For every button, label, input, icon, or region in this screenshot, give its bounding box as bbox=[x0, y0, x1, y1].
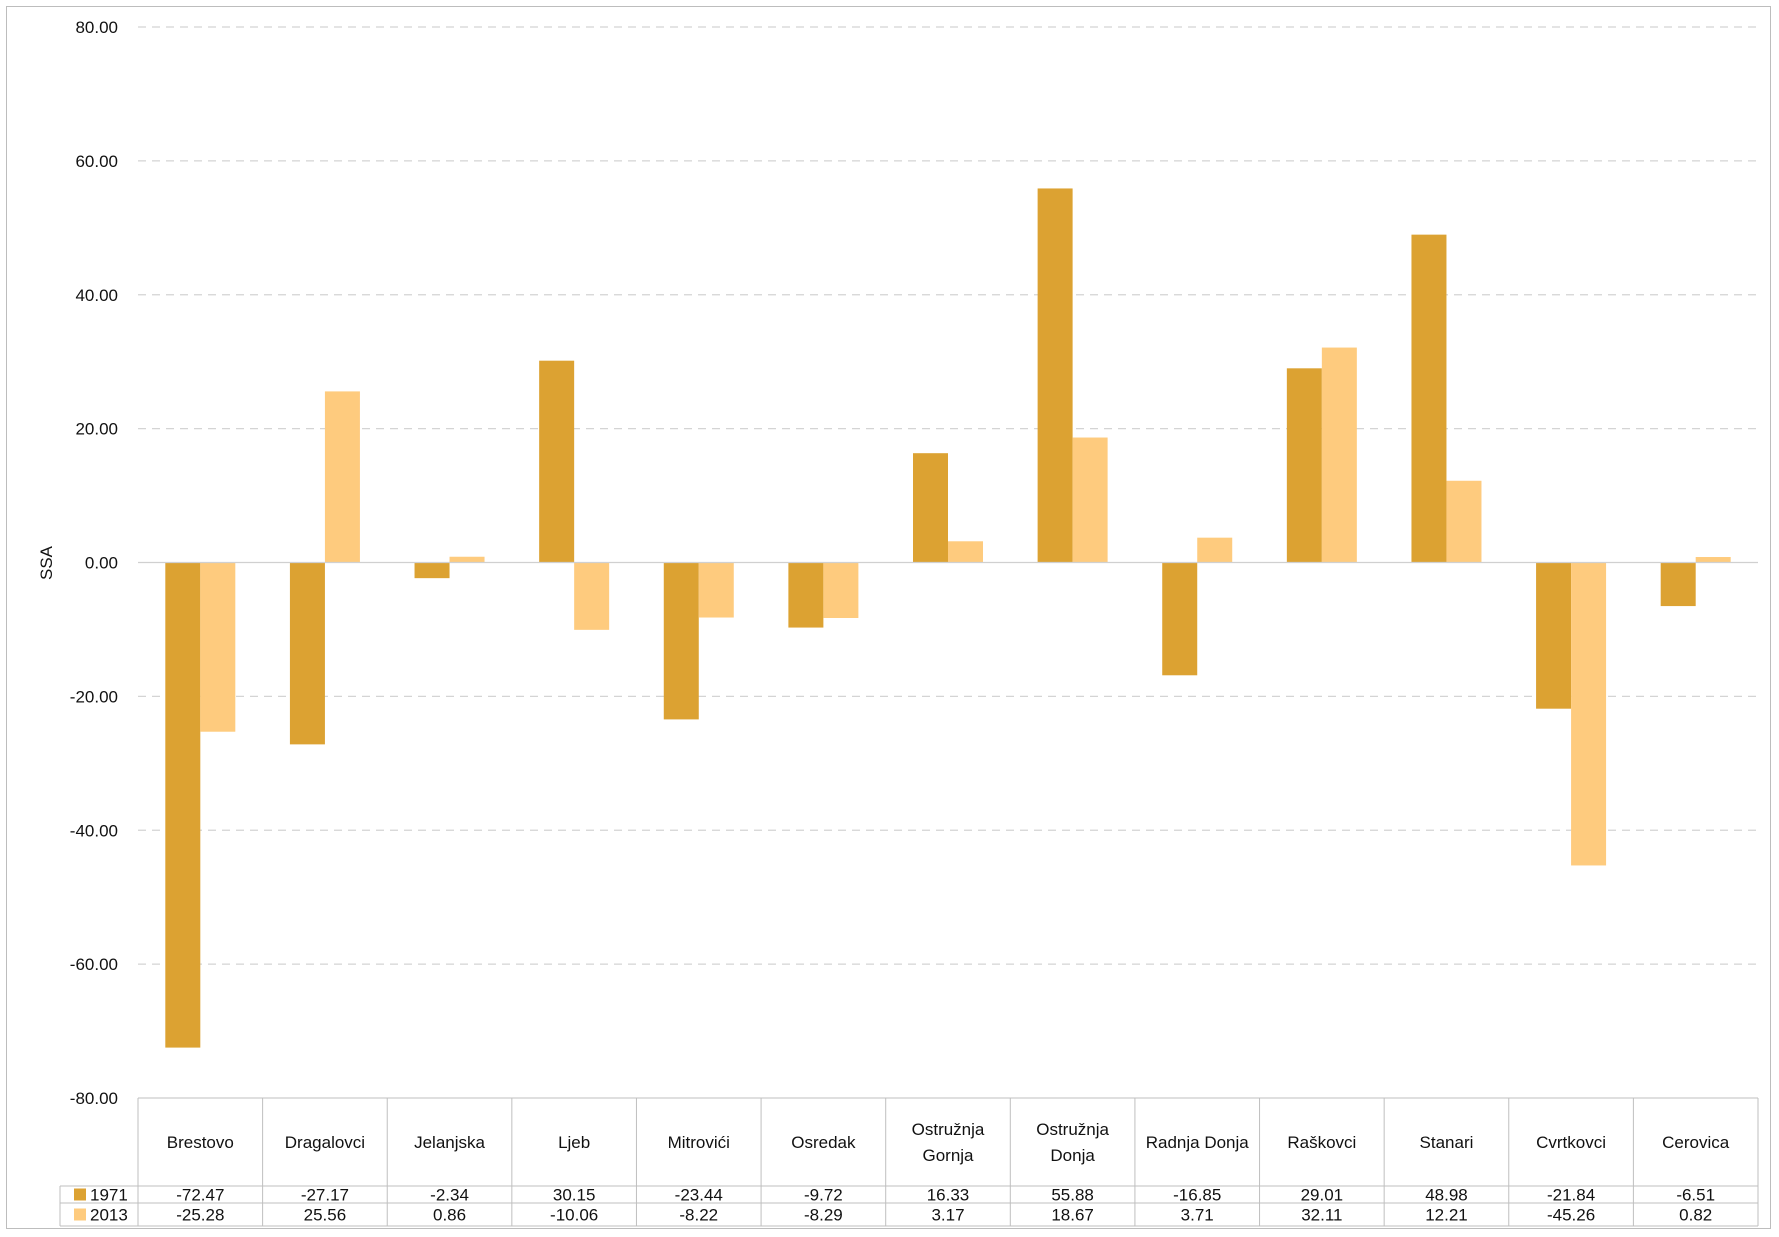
category-label: Gornja bbox=[922, 1146, 974, 1165]
data-label: 55.88 bbox=[1051, 1186, 1094, 1205]
data-label: -9.72 bbox=[804, 1186, 843, 1205]
data-label: -25.28 bbox=[176, 1206, 224, 1225]
data-label: -2.34 bbox=[430, 1186, 469, 1205]
data-label: 30.15 bbox=[553, 1186, 596, 1205]
bar-2013-1 bbox=[324, 391, 360, 563]
bar-1971-0 bbox=[165, 562, 201, 1048]
y-tick-label: 20.00 bbox=[75, 420, 118, 439]
bar-1971-3 bbox=[539, 360, 575, 563]
bar-2013-0 bbox=[200, 562, 236, 732]
bar-2013-7 bbox=[1072, 437, 1108, 563]
data-label: 0.82 bbox=[1679, 1206, 1712, 1225]
bar-2013-11 bbox=[1571, 562, 1607, 866]
data-label: 29.01 bbox=[1301, 1186, 1344, 1205]
data-label: -8.29 bbox=[804, 1206, 843, 1225]
data-label: -21.84 bbox=[1547, 1186, 1595, 1205]
data-label: -72.47 bbox=[176, 1186, 224, 1205]
category-label: Ostružnja bbox=[1036, 1120, 1109, 1139]
data-label: 25.56 bbox=[304, 1206, 347, 1225]
y-tick-label: 40.00 bbox=[75, 286, 118, 305]
category-label: Osredak bbox=[791, 1133, 856, 1152]
bar-1971-12 bbox=[1660, 562, 1696, 607]
data-label: 16.33 bbox=[927, 1186, 970, 1205]
bar-1971-9 bbox=[1286, 368, 1322, 563]
y-tick-label: 0.00 bbox=[85, 554, 118, 573]
category-label: Stanari bbox=[1420, 1133, 1474, 1152]
data-label: 12.21 bbox=[1425, 1206, 1468, 1225]
legend-label: 1971 bbox=[90, 1186, 128, 1205]
y-tick-label: 80.00 bbox=[75, 18, 118, 37]
bar-1971-7 bbox=[1037, 188, 1073, 563]
y-tick-label: -20.00 bbox=[70, 687, 118, 706]
bar-1971-5 bbox=[788, 562, 824, 628]
bar-2013-12 bbox=[1695, 557, 1731, 563]
bar-1971-10 bbox=[1411, 234, 1447, 563]
bar-1971-4 bbox=[663, 562, 699, 720]
category-label: Brestovo bbox=[167, 1133, 234, 1152]
bar-1971-11 bbox=[1536, 562, 1572, 709]
category-label: Ostružnja bbox=[912, 1120, 985, 1139]
y-tick-label: -60.00 bbox=[70, 955, 118, 974]
data-label: -16.85 bbox=[1173, 1186, 1221, 1205]
data-label: -10.06 bbox=[550, 1206, 598, 1225]
bar-2013-3 bbox=[574, 562, 610, 630]
y-tick-label: -80.00 bbox=[70, 1089, 118, 1108]
data-label: -8.22 bbox=[679, 1206, 718, 1225]
category-label: Jelanjska bbox=[414, 1133, 485, 1152]
chart-frame bbox=[6, 6, 1771, 1229]
legend-swatch bbox=[74, 1208, 86, 1221]
bar-2013-5 bbox=[823, 562, 859, 618]
bar-2013-8 bbox=[1197, 537, 1233, 563]
bar-1971-6 bbox=[913, 453, 948, 563]
data-label: 32.11 bbox=[1301, 1206, 1342, 1225]
bar-2013-10 bbox=[1446, 480, 1482, 563]
category-label: Dragalovci bbox=[285, 1133, 365, 1152]
data-label: -27.17 bbox=[301, 1186, 349, 1205]
y-tick-label: -40.00 bbox=[70, 821, 118, 840]
category-label: Radnja Donja bbox=[1146, 1133, 1250, 1152]
bar-2013-2 bbox=[449, 556, 485, 563]
data-label: 0.86 bbox=[433, 1206, 466, 1225]
data-label: -6.51 bbox=[1676, 1186, 1715, 1205]
bar-2013-6 bbox=[948, 541, 983, 563]
data-label: 3.71 bbox=[1181, 1206, 1214, 1225]
category-label: Cerovica bbox=[1662, 1133, 1730, 1152]
data-label: -23.44 bbox=[675, 1186, 723, 1205]
category-label: Donja bbox=[1050, 1146, 1095, 1165]
data-label: 3.17 bbox=[931, 1206, 964, 1225]
legend-swatch bbox=[74, 1188, 86, 1201]
bar-2013-4 bbox=[698, 562, 734, 618]
bar-2013-9 bbox=[1321, 347, 1357, 563]
data-label: 48.98 bbox=[1425, 1186, 1468, 1205]
y-axis-label: SSA bbox=[37, 545, 56, 580]
data-label: 18.67 bbox=[1051, 1206, 1094, 1225]
data-label: -45.26 bbox=[1547, 1206, 1595, 1225]
category-label: Raškovci bbox=[1287, 1133, 1356, 1152]
category-label: Mitrovići bbox=[668, 1133, 730, 1152]
bar-1971-1 bbox=[289, 562, 325, 745]
category-label: Cvrtkovci bbox=[1536, 1133, 1606, 1152]
bar-1971-2 bbox=[414, 562, 450, 579]
bar-1971-8 bbox=[1162, 562, 1198, 676]
legend-label: 2013 bbox=[90, 1206, 128, 1225]
category-label: Ljeb bbox=[558, 1133, 590, 1152]
y-tick-label: 60.00 bbox=[75, 152, 118, 171]
